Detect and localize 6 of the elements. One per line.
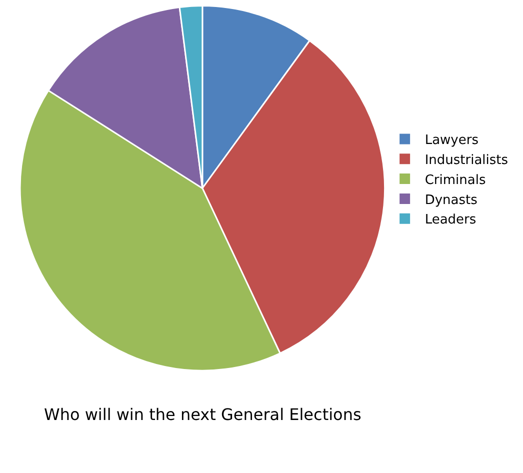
legend-label: Dynasts — [424, 192, 478, 208]
legend-label: Industrialists — [424, 152, 508, 168]
legend-label: Leaders — [424, 212, 476, 228]
text: Who will win the next General Elections — [44, 405, 362, 424]
legend-label: Criminals — [424, 172, 486, 188]
legend-label: Lawyers — [424, 133, 479, 148]
